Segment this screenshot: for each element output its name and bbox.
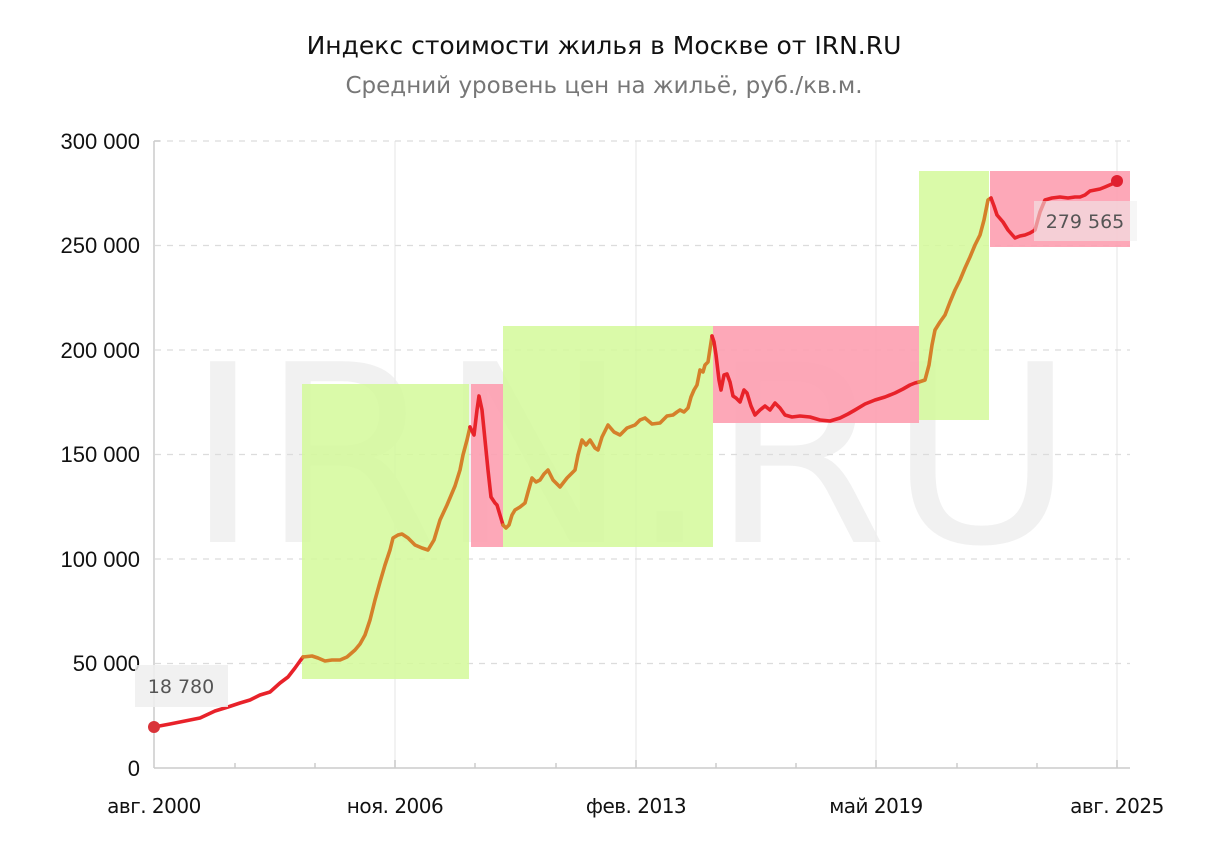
y-tick-label: 300 000: [60, 129, 140, 154]
line-segment-orange: [917, 196, 993, 384]
y-axis-labels: 0 50 000 100 000 150 000 200 000 250 000…: [60, 129, 140, 781]
y-tick-label: 150 000: [60, 442, 140, 467]
y-tick-label: 250 000: [60, 233, 140, 258]
start-point-marker[interactable]: [148, 721, 160, 733]
y-tick-label: 50 000: [73, 651, 140, 676]
x-tick-label: авг. 2025: [1070, 794, 1164, 818]
growth-band: [302, 384, 469, 679]
decline-band: [713, 326, 919, 423]
x-axis-labels: авг. 2000 ноя. 2006 фев. 2013 май 2019 а…: [107, 794, 1164, 818]
x-tick-label: авг. 2000: [107, 794, 201, 818]
end-value-label: 279 565: [1046, 211, 1125, 233]
line-segment-red: [152, 655, 305, 729]
start-value-label-bg: [135, 665, 228, 707]
axes: [153, 140, 1130, 769]
x-tick-label: ноя. 2006: [347, 794, 443, 818]
price-line: [152, 179, 1119, 729]
line-segment-red: [710, 334, 921, 423]
x-tick-label: фев. 2013: [586, 794, 686, 818]
growth-band: [503, 326, 713, 547]
start-value-label: 18 780: [148, 676, 214, 698]
y-tick-label: 0: [128, 756, 140, 781]
end-value-label-bg: [1034, 201, 1137, 241]
line-segment-red: [989, 179, 1119, 240]
y-tick-label: 200 000: [60, 338, 140, 363]
line-segment-orange: [301, 425, 472, 663]
chart-subtitle: Средний уровень цен на жильё, руб./кв.м.: [345, 73, 863, 99]
end-point-marker[interactable]: [1111, 175, 1123, 187]
line-segment-orange: [501, 334, 714, 530]
line-segment-red: [468, 394, 505, 527]
y-tick-label: 100 000: [60, 547, 140, 572]
x-tick-label: май 2019: [829, 794, 923, 818]
chart-title: Индекс стоимости жилья в Москве от IRN.R…: [306, 31, 902, 60]
